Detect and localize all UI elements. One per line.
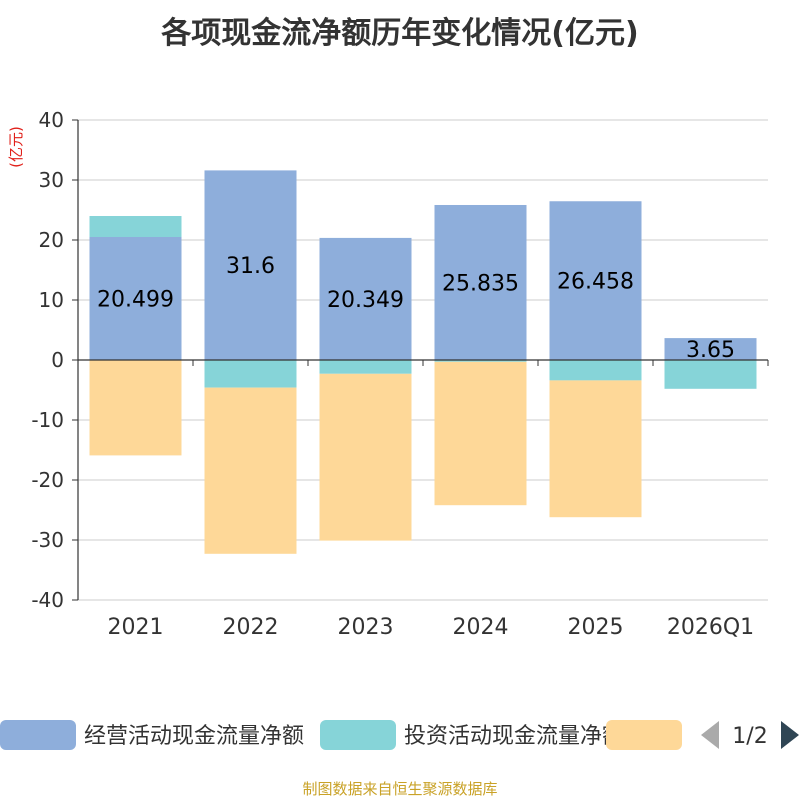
bar-series1-2023	[319, 237, 412, 360]
legend-swatch	[606, 720, 682, 750]
bar-series2-2025	[549, 360, 642, 381]
data-labels: 20.499 31.6 20.349 25.835 26.458 3.65	[97, 254, 735, 363]
data-label: 26.458	[557, 270, 634, 295]
x-tick-label: 2022	[223, 615, 279, 640]
bar-series2-2026Q1	[664, 360, 757, 389]
x-tick-label: 2026Q1	[667, 615, 754, 640]
bar-series1-2022	[204, 170, 297, 360]
x-tick-label: 2024	[453, 615, 509, 640]
bar-series3-2024	[434, 361, 527, 506]
y-axis-unit: (亿元)	[7, 126, 25, 168]
bar-series2-2022	[204, 360, 297, 388]
legend-item-2[interactable]: 投资活动现金流量净额	[320, 720, 624, 750]
legend-next-arrow-icon[interactable]	[781, 721, 799, 749]
data-label: 31.6	[226, 254, 275, 279]
grid-lines	[78, 119, 768, 601]
legend-prev-arrow-icon[interactable]	[701, 721, 719, 749]
bar-series1-2021	[89, 237, 182, 360]
data-label: 20.349	[327, 288, 404, 313]
x-tick-label: 2023	[338, 615, 394, 640]
x-tick-label: 2025	[568, 615, 624, 640]
chart-title: 各项现金流净额历年变化情况(亿元)	[161, 16, 639, 51]
source-footer: 制图数据来自恒生聚源数据库	[302, 780, 498, 798]
bar-series1-2026Q1	[664, 338, 757, 360]
y-tick-label: 10	[39, 288, 64, 312]
bar-series3-2022	[204, 387, 297, 554]
y-tick-label: 20	[39, 228, 64, 252]
bar-series3-2023	[319, 373, 412, 541]
y-tick-label: 40	[39, 108, 64, 132]
bar-series2-2021	[89, 216, 182, 238]
legend-swatch	[320, 720, 396, 750]
y-tick-label: -20	[31, 468, 64, 492]
legend-item-1[interactable]: 经营活动现金流量净额	[0, 720, 304, 750]
y-tick-label: -10	[31, 408, 64, 432]
y-tick-label: -40	[31, 588, 64, 612]
y-tick-label: -30	[31, 528, 64, 552]
bar-series1-2024	[434, 204, 527, 360]
data-label: 3.65	[686, 338, 735, 363]
y-tick-label: 30	[39, 168, 64, 192]
bar-series1-2025	[549, 201, 642, 360]
bar-series3-2021	[89, 360, 182, 456]
axes: 40 30 20 10 0 -10 -20 -30 -40 2021 2022 2023 2024 202…	[31, 108, 769, 640]
bar-series2-2024	[434, 360, 527, 362]
bars	[89, 170, 757, 554]
legend-page-indicator: 1/2	[732, 724, 767, 749]
legend-swatch	[0, 720, 76, 750]
legend-label: 投资活动现金流量净额	[404, 724, 624, 749]
x-tick-label: 2021	[108, 615, 164, 640]
data-label: 25.835	[442, 271, 519, 296]
legend-item-3[interactable]	[606, 720, 682, 750]
y-tick-label: 0	[51, 348, 64, 372]
bar-series2-2023	[319, 360, 412, 374]
legend-label: 经营活动现金流量净额	[84, 724, 304, 749]
legend: 经营活动现金流量净额 投资活动现金流量净额 1/2	[0, 720, 799, 750]
bar-series3-2025	[549, 380, 642, 518]
data-label: 20.499	[97, 288, 174, 313]
